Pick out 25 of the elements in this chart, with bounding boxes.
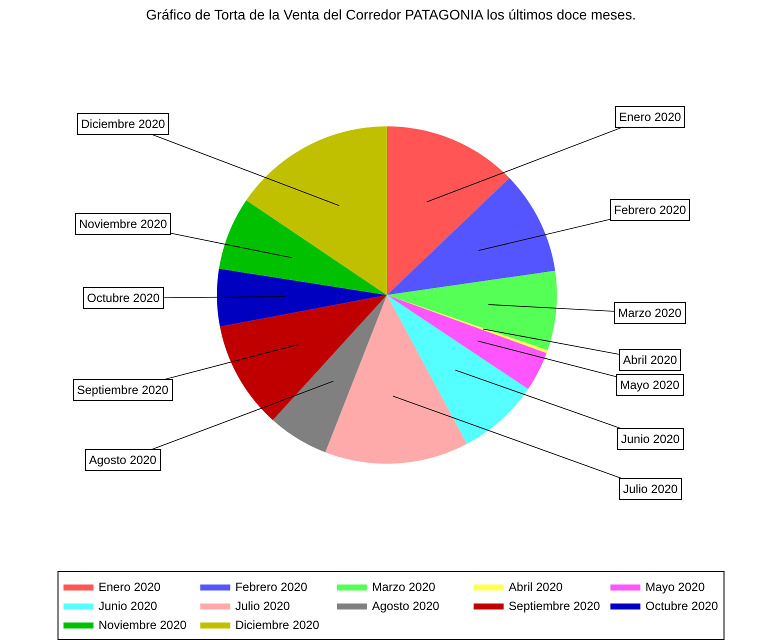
slice-label: Mayo 2020: [620, 378, 680, 392]
chart-title: Gráfico de Torta de la Venta del Corredor PATAGONIA los últimos doce meses.: [146, 6, 636, 22]
legend-label: Mayo 2020: [645, 580, 706, 594]
legend-label: Noviembre 2020: [98, 618, 187, 632]
slice-label: Septiembre 2020: [77, 383, 169, 397]
slice-label: Diciembre 2020: [81, 117, 166, 131]
slice-label: Junio 2020: [621, 432, 680, 446]
slice-label: Julio 2020: [623, 482, 678, 496]
legend-label: Junio 2020: [98, 599, 158, 614]
legend-label: Julio 2020: [235, 599, 290, 614]
legend-label: Diciembre 2020: [235, 618, 320, 632]
legend-label: Abril 2020: [508, 580, 564, 594]
slice-label: Agosto 2020: [89, 453, 157, 467]
slice-label: Abril 2020: [623, 353, 678, 367]
legend-label: Agosto 2020: [372, 599, 440, 614]
legend-label: Septiembre 2020: [508, 599, 600, 614]
slice-label: Febrero 2020: [614, 203, 686, 217]
slice-label: Enero 2020: [619, 110, 682, 124]
legend-label: Marzo 2020: [372, 580, 436, 594]
slice-label: Marzo 2020: [618, 306, 682, 320]
legend-label: Febrero 2020: [235, 580, 308, 594]
legend-label: Octubre 2020: [645, 599, 718, 614]
slice-label: Octubre 2020: [87, 291, 160, 305]
legend-label: Enero 2020: [98, 580, 161, 594]
slice-label: Noviembre 2020: [79, 217, 168, 231]
